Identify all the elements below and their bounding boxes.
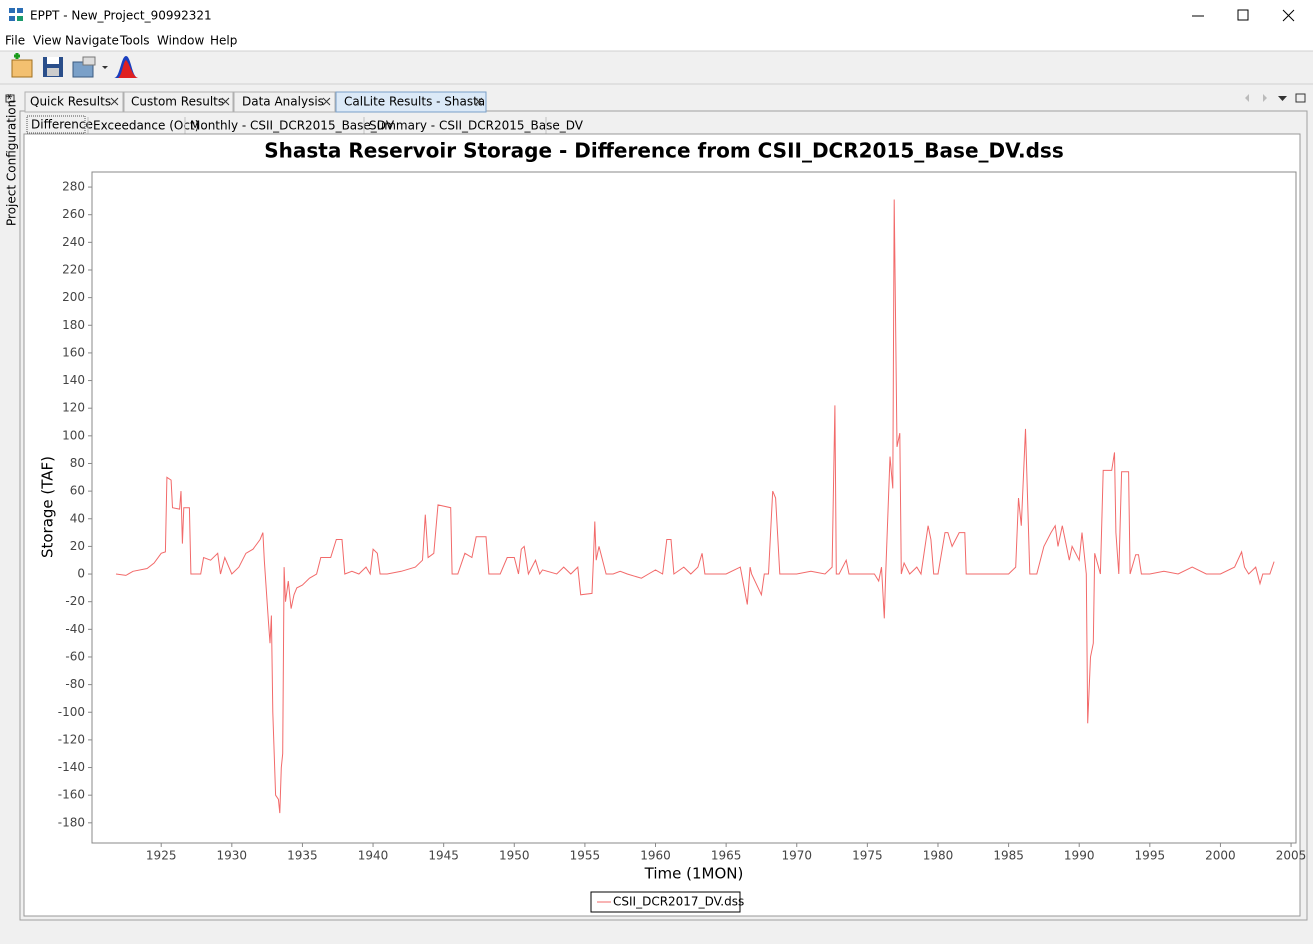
- y-tick-label: -40: [65, 622, 85, 636]
- subtab-selected[interactable]: [26, 115, 86, 134]
- x-tick-label: 1935: [287, 849, 318, 863]
- subtab-label[interactable]: Summary - CSII_DCR2015_Base_DV: [369, 119, 584, 133]
- x-tick-label: 1960: [640, 849, 671, 863]
- open-button[interactable]: [72, 56, 108, 78]
- app-icon: [9, 8, 23, 21]
- x-tick-label: 1930: [217, 849, 248, 863]
- window-title: EPPT - New_Project_90992321: [30, 9, 212, 23]
- tab[interactable]: [233, 91, 336, 113]
- chart-button[interactable]: [114, 56, 138, 78]
- x-tick-label: 1950: [499, 849, 530, 863]
- tab-list[interactable]: [1278, 96, 1287, 101]
- y-tick-label: 220: [62, 262, 85, 276]
- x-tick-label: 1940: [358, 849, 389, 863]
- y-tick-label: 40: [70, 511, 85, 525]
- menu-item[interactable]: Tools: [119, 34, 150, 48]
- close-button[interactable]: [1282, 9, 1295, 22]
- x-tick-label: 2000: [1205, 849, 1236, 863]
- tab-close[interactable]: [322, 97, 331, 106]
- menu-item[interactable]: File: [5, 34, 25, 48]
- y-tick-label: 260: [62, 207, 85, 221]
- tab-label[interactable]: Custom Results: [131, 95, 224, 109]
- tab-label[interactable]: CalLite Results - Shasta: [344, 95, 485, 109]
- x-tick-label: 1975: [852, 849, 883, 863]
- side-panel-label[interactable]: Project Configuration*: [5, 94, 19, 226]
- subtab-label[interactable]: Exceedance (Oct): [93, 119, 199, 133]
- title-bar: [0, 0, 1313, 31]
- x-tick-label: 2005: [1276, 849, 1307, 863]
- x-tick-label: 1945: [428, 849, 459, 863]
- x-tick-label: 1955: [570, 849, 601, 863]
- subtab-divider: [87, 117, 547, 134]
- y-tick-label: 280: [62, 180, 85, 194]
- x-tick-label: 1925: [146, 849, 177, 863]
- y-tick-label: 180: [62, 318, 85, 332]
- legend: [590, 891, 741, 913]
- tab-close[interactable]: [110, 97, 119, 106]
- y-tick-label: -20: [65, 594, 85, 608]
- y-tick-label: 0: [77, 567, 85, 581]
- subtab-label[interactable]: Monthly - CSII_DCR2015_Base_DV: [190, 119, 395, 133]
- x-tick-label: 1985: [993, 849, 1024, 863]
- tab-close[interactable]: [221, 97, 230, 106]
- y-tick-label: -140: [58, 760, 85, 774]
- side-panel: [1, 92, 18, 232]
- x-tick-label: 1990: [1064, 849, 1095, 863]
- maximize-button[interactable]: [1237, 9, 1249, 21]
- chart-title: Shasta Reservoir Storage - Difference fr…: [264, 139, 1063, 163]
- x-tick-label: 1970: [781, 849, 812, 863]
- tab-label[interactable]: Quick Results: [30, 95, 111, 109]
- tab-selected[interactable]: [335, 91, 487, 113]
- y-tick-label: 200: [62, 290, 85, 304]
- menu-item[interactable]: View: [33, 34, 62, 48]
- y-tick-label: -120: [58, 732, 85, 746]
- y-tick-label: 60: [70, 484, 85, 498]
- y-tick-label: 100: [62, 428, 85, 442]
- y-tick-label: 240: [62, 235, 85, 249]
- tab-close[interactable]: [474, 97, 483, 106]
- restore-icon[interactable]: [5, 94, 15, 103]
- y-tick-label: -80: [65, 677, 85, 691]
- menu-item[interactable]: Help: [210, 34, 237, 48]
- y-tick-label: 20: [70, 539, 85, 553]
- y-tick-label: 160: [62, 345, 85, 359]
- menu-bar: [0, 31, 1313, 51]
- y-tick-label: 120: [62, 401, 85, 415]
- y-tick-label: 80: [70, 456, 85, 470]
- y-tick-label: -160: [58, 788, 85, 802]
- tab[interactable]: [24, 91, 124, 113]
- y-tick-label: -180: [58, 815, 85, 829]
- tab[interactable]: [123, 91, 234, 113]
- maximize-view[interactable]: [1295, 93, 1306, 103]
- menu-item[interactable]: Navigate: [65, 34, 119, 48]
- tab-label[interactable]: Data Analysis: [242, 95, 324, 109]
- y-axis-label: Storage (TAF): [39, 456, 57, 558]
- x-tick-label: 1995: [1135, 849, 1166, 863]
- menu-item[interactable]: Window: [157, 34, 205, 48]
- y-tick-label: -100: [58, 705, 85, 719]
- x-tick-label: 1980: [923, 849, 954, 863]
- plot-area: [91, 171, 1297, 844]
- save-button[interactable]: [43, 57, 63, 77]
- subtab-label[interactable]: Difference: [31, 118, 93, 132]
- x-axis-label: Time (1MON): [644, 865, 744, 883]
- data-line: [115, 199, 1275, 814]
- y-tick-label: 140: [62, 373, 85, 387]
- x-tick-label: 1965: [711, 849, 742, 863]
- legend-label: CSII_DCR2017_DV.dss: [613, 895, 744, 909]
- new-project-button[interactable]: [11, 53, 33, 78]
- y-tick-label: -60: [65, 649, 85, 663]
